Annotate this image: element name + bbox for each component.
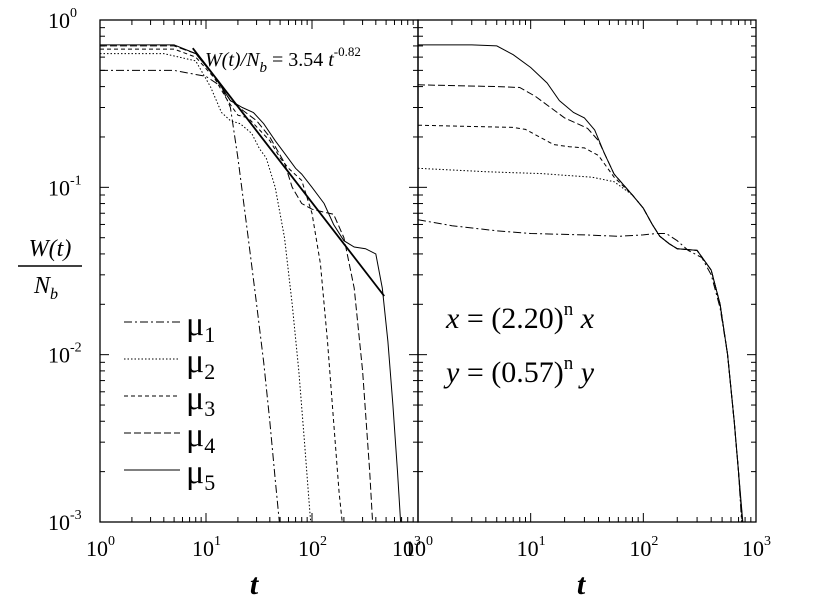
left-x-tick-label: 100 xyxy=(86,534,115,561)
y-axis-label: W(t) Nb xyxy=(18,236,82,303)
right-x-tick-label: 101 xyxy=(517,534,546,561)
left-series-mu-5 xyxy=(100,44,402,522)
right-panel: x = (2.20)n x y = (0.57)n y xyxy=(417,19,757,523)
right-series-mu-5 xyxy=(418,44,744,522)
left-x-axis-label: t xyxy=(250,568,260,601)
right-series-mu-2 xyxy=(418,167,743,522)
y-axis-label-denominator: Nb xyxy=(33,273,58,303)
fit-equation-label: W(t)/Nb = 3.54 t-0.82 xyxy=(205,44,361,76)
legend-label-mu-3: μ3 xyxy=(186,380,215,421)
left-series-mu-3 xyxy=(100,48,343,522)
legend-label-mu-5: μ5 xyxy=(186,454,215,495)
legend-label-mu-4: μ4 xyxy=(186,417,215,458)
y-axis-label-numerator: W(t) xyxy=(29,236,72,262)
left-plot-frame xyxy=(99,19,419,523)
y-tick-label: 10-1 xyxy=(48,173,82,200)
left-x-tick-label: 102 xyxy=(298,534,327,561)
left-series-group xyxy=(100,44,402,522)
scaling-annotation-line-1: x = (2.20)n x xyxy=(445,299,595,335)
left-series-mu-1 xyxy=(100,69,280,522)
left-x-tick-label: 101 xyxy=(192,534,221,561)
scaling-annotation-line-2: y = (0.57)n y xyxy=(443,353,595,389)
right-series-group xyxy=(418,44,744,522)
right-x-axis-label: t xyxy=(577,568,587,601)
legend-label-mu-1: μ1 xyxy=(186,306,215,347)
right-x-tick-label: 103 xyxy=(742,534,771,561)
right-x-tick-label: 100 xyxy=(404,534,433,561)
left-series-mu-2 xyxy=(100,53,312,522)
y-tick-label: 10-3 xyxy=(48,508,82,535)
left-series-mu-4 xyxy=(100,45,374,522)
left-x-tick-label-last: 103 xyxy=(392,534,421,561)
power-law-fit-line xyxy=(192,47,385,297)
y-tick-label: 10-2 xyxy=(48,341,82,368)
right-plot-frame xyxy=(417,19,757,523)
legend-label-mu-2: μ2 xyxy=(186,343,215,384)
y-tick-label: 100 xyxy=(48,6,77,33)
right-x-tick-label: 102 xyxy=(629,534,658,561)
labels-layer: 100 101 102 103 10-3 10-2 10-1 100 t W(t) Nb 100 101… xyxy=(18,6,771,601)
